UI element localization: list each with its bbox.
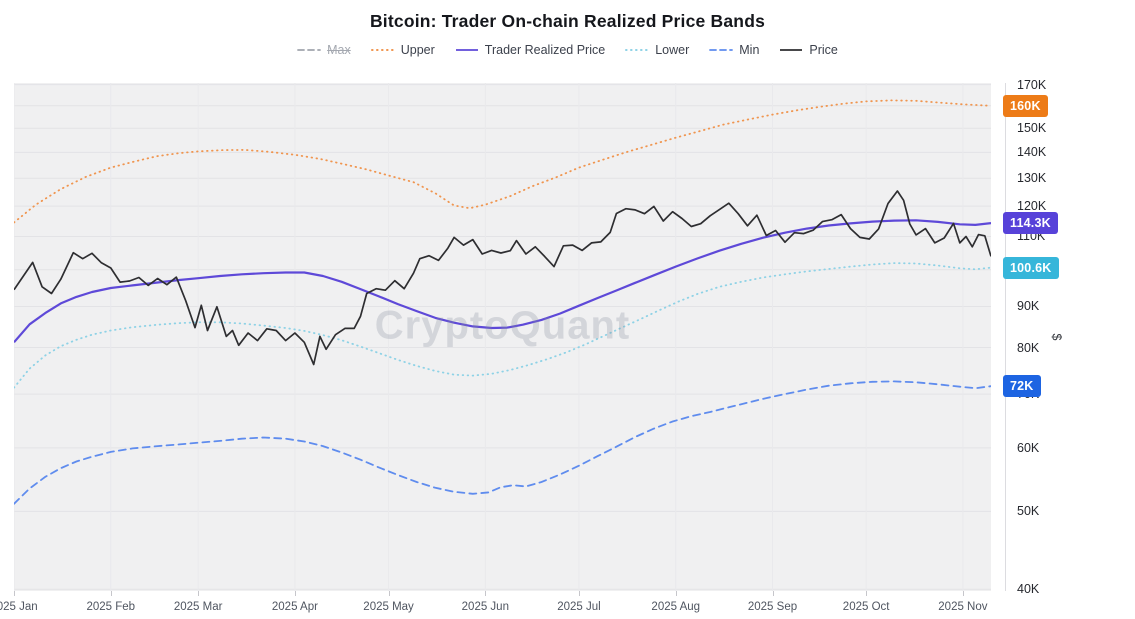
x-tick-mark xyxy=(675,591,677,596)
x-tick-label: 2025 May xyxy=(363,601,414,613)
chart-title: Bitcoin: Trader On-chain Realized Price … xyxy=(369,11,766,31)
legend-marker-dotted xyxy=(370,49,395,51)
x-tick-mark xyxy=(14,591,15,596)
x-tick-label: 2025 Mar xyxy=(173,601,223,613)
legend-label: Price xyxy=(809,43,838,57)
x-tick-mark xyxy=(198,591,200,596)
series-line-upper xyxy=(14,99,991,224)
y-tick-label: 40K xyxy=(1017,582,1040,597)
y-axis-unit: $ xyxy=(1049,333,1064,341)
legend-label: Upper xyxy=(400,43,435,57)
legend-marker-solid xyxy=(780,49,803,51)
x-tick-mark xyxy=(388,591,390,596)
y-tick-label: 130K xyxy=(1017,171,1047,186)
legend-item-trader-realized-price[interactable]: Trader Realized Price xyxy=(455,43,605,57)
legend-item-max[interactable]: Max xyxy=(297,43,351,57)
x-tick-mark xyxy=(485,591,487,596)
legend-label: Min xyxy=(739,43,760,57)
series-line-lower xyxy=(14,262,991,389)
legend-item-min[interactable]: Min xyxy=(709,43,759,57)
legend-marker-dashed xyxy=(297,49,322,51)
plot-area[interactable]: CryptoQuant xyxy=(14,83,991,591)
legend-item-upper[interactable]: Upper xyxy=(370,43,435,57)
y-tick-label: 60K xyxy=(1017,440,1040,455)
x-tick-mark xyxy=(962,591,964,596)
value-badge-upper: 160K xyxy=(1003,94,1048,117)
x-tick-label: 2025 Sep xyxy=(747,601,798,613)
y-tick-label: 120K xyxy=(1017,199,1047,214)
x-tick-label: 2025 Jul xyxy=(557,601,601,613)
legend-marker-dashed xyxy=(709,49,734,51)
x-tick-label: 2025 Jun xyxy=(461,601,509,613)
x-tick-label: 2025 Feb xyxy=(86,601,136,613)
series-line-trader-realized-price xyxy=(14,219,991,344)
value-badge-trader-realized-price: 114.3K xyxy=(1003,212,1058,235)
chart-canvas xyxy=(14,83,991,591)
y-tick-label: 80K xyxy=(1017,340,1040,355)
value-badge-min: 72K xyxy=(1003,375,1041,398)
legend-label: Max xyxy=(327,43,351,57)
legend: Max Upper Trader Realized Price Lower Min Pri… xyxy=(0,43,1135,57)
y-tick-label: 150K xyxy=(1017,121,1047,136)
value-badge-lower: 100.6K xyxy=(1003,256,1059,279)
x-tick-mark xyxy=(772,591,774,596)
x-tick-mark xyxy=(866,591,868,596)
y-axis-line xyxy=(1005,83,1006,591)
x-tick-label: 2025 Jan xyxy=(0,601,38,613)
x-tick-label: 2025 Nov xyxy=(938,601,988,613)
legend-marker-dotted xyxy=(625,49,650,51)
x-tick-label: 2025 Oct xyxy=(842,601,890,613)
legend-item-lower[interactable]: Lower xyxy=(625,43,689,57)
y-tick-label: 140K xyxy=(1017,145,1047,160)
y-tick-label: 50K xyxy=(1017,504,1040,519)
y-tick-label: 170K xyxy=(1017,77,1047,92)
series-line-price xyxy=(14,190,991,366)
legend-marker-solid xyxy=(455,49,478,51)
x-tick-label: 2025 Apr xyxy=(271,601,318,613)
legend-label: Trader Realized Price xyxy=(484,43,606,57)
x-tick-mark xyxy=(578,591,580,596)
x-tick-mark xyxy=(294,591,296,596)
x-tick-mark xyxy=(110,591,112,596)
y-tick-label: 90K xyxy=(1017,299,1040,314)
legend-item-price[interactable]: Price xyxy=(779,43,838,57)
series-line-min xyxy=(14,380,991,505)
x-tick-label: 2025 Aug xyxy=(651,601,701,613)
legend-label: Lower xyxy=(655,43,690,57)
